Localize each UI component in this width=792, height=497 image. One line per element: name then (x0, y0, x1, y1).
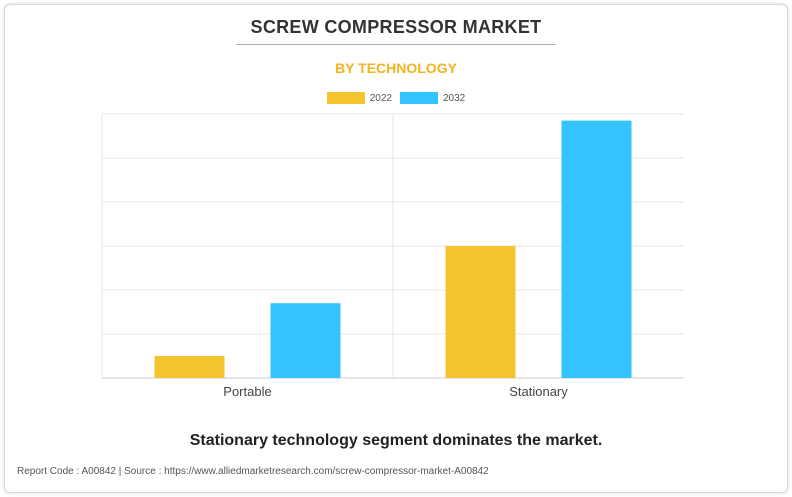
bar-2032-stationary (561, 120, 632, 378)
report-source-footer: Report Code : A00842 | Source : https://… (17, 466, 489, 477)
legend-item-2022[interactable]: 2022 (326, 92, 392, 104)
chart-card (4, 4, 788, 493)
chart-legend: 2022 2032 (0, 91, 792, 105)
legend-swatch-2022 (326, 92, 365, 104)
chart-title: SCREW COMPRESSOR MARKET (250, 17, 542, 37)
title-underline (236, 44, 556, 45)
legend-label-2032: 2032 (443, 92, 466, 104)
x-tick-label-portable: Portable (223, 384, 271, 399)
legend-item-2032[interactable]: 2032 (400, 92, 465, 104)
legend-label-2022: 2022 (369, 92, 392, 104)
bar-2022-stationary (445, 246, 516, 378)
x-tick-label-stationary: Stationary (509, 384, 568, 399)
bar-chart: Portable Stationary (101, 113, 684, 399)
legend-swatch-2032 (400, 92, 438, 104)
bar-2022-portable (154, 356, 225, 378)
chart-headline: Stationary technology segment dominates … (189, 432, 603, 449)
chart-subtitle: BY TECHNOLOGY (335, 60, 457, 76)
bar-2032-portable (270, 303, 341, 378)
